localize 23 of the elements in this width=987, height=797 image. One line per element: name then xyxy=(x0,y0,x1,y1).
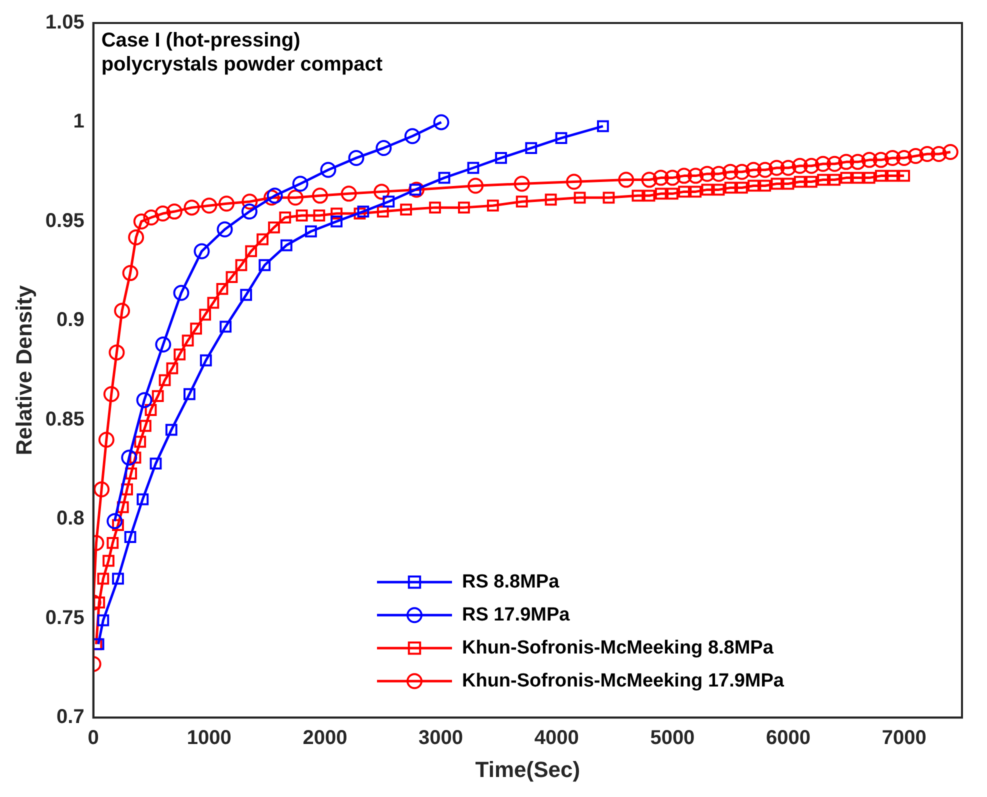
y-tick-label: 1.05 xyxy=(45,12,84,34)
x-tick-label: 4000 xyxy=(534,727,579,750)
x-tick-label: 5000 xyxy=(650,727,695,750)
y-tick-label: 0.75 xyxy=(45,606,84,629)
y-tick-label: 0.8 xyxy=(56,508,84,530)
legend-label: Khun-Sofronis-McMeeking 8.8MPa xyxy=(462,637,774,658)
x-tick-label: 1000 xyxy=(186,727,232,750)
x-tick-label: 2000 xyxy=(302,727,348,750)
x-tick-label: 0 xyxy=(88,727,99,750)
legend-label: RS 8.8MPa xyxy=(462,571,560,592)
y-tick-label: 0.7 xyxy=(56,706,84,728)
x-tick-label: 3000 xyxy=(418,727,464,750)
y-tick-label: 1 xyxy=(73,110,84,133)
y-axis-title: Relative Density xyxy=(11,284,36,456)
x-axis-title: Time(Sec) xyxy=(475,756,580,782)
legend-label: RS 17.9MPa xyxy=(462,604,570,626)
y-tick-label: 0.85 xyxy=(45,408,84,430)
legend-label: Khun-Sofronis-McMeeking 17.9MPa xyxy=(462,670,784,692)
y-tick-label: 0.95 xyxy=(45,210,84,232)
x-tick-label: 7000 xyxy=(882,727,926,750)
x-tick-label: 6000 xyxy=(766,727,811,750)
y-tick-label: 0.9 xyxy=(56,309,84,332)
annotation: Case I (hot-pressing) polycrystals powder compact xyxy=(101,30,383,76)
